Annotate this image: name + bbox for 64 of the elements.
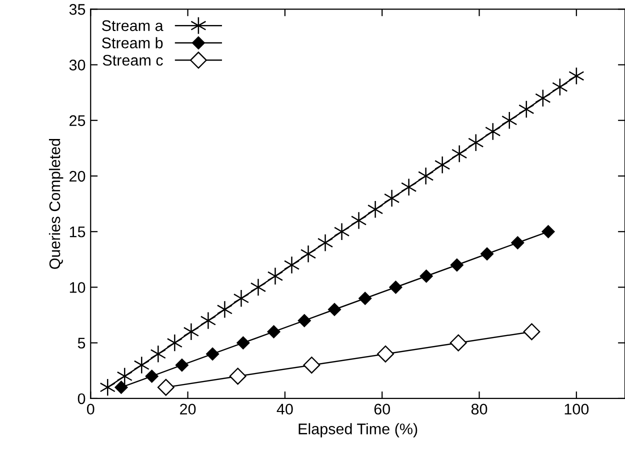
point bbox=[166, 334, 183, 352]
point bbox=[350, 212, 367, 230]
point bbox=[267, 325, 280, 338]
y-tick-label: 15 bbox=[70, 226, 86, 238]
point bbox=[150, 345, 166, 363]
point bbox=[134, 356, 150, 374]
x-tick-label: 20 bbox=[180, 404, 196, 415]
point bbox=[303, 356, 320, 374]
y-tick-label: 35 bbox=[69, 4, 86, 15]
point bbox=[384, 189, 400, 208]
point bbox=[377, 345, 394, 362]
point bbox=[485, 122, 501, 140]
legend-label: Stream b bbox=[102, 37, 163, 48]
y-tick-label: 20 bbox=[70, 170, 86, 182]
x-tick-label: 80 bbox=[471, 404, 488, 415]
point bbox=[511, 236, 524, 250]
point bbox=[334, 222, 350, 241]
point bbox=[216, 300, 233, 318]
legend-label: Stream a bbox=[102, 20, 164, 32]
point bbox=[284, 256, 300, 274]
point bbox=[358, 292, 372, 305]
point bbox=[450, 334, 467, 352]
x-tick-label: 0 bbox=[86, 404, 94, 415]
point bbox=[389, 280, 402, 294]
point bbox=[229, 368, 246, 385]
point bbox=[250, 278, 266, 296]
point bbox=[116, 367, 132, 386]
point bbox=[434, 156, 450, 174]
point bbox=[267, 267, 284, 286]
x-axis-title: Elapsed Time (%) bbox=[298, 423, 418, 438]
point bbox=[523, 323, 540, 340]
point bbox=[236, 336, 250, 350]
point bbox=[298, 314, 311, 328]
point bbox=[300, 244, 316, 263]
y-tick-label: 30 bbox=[69, 60, 86, 70]
x-tick-label: 100 bbox=[564, 404, 589, 415]
point bbox=[200, 312, 216, 330]
y-tick-label: 25 bbox=[70, 115, 86, 126]
point bbox=[233, 289, 250, 308]
y-tick-label: 10 bbox=[70, 282, 86, 293]
point bbox=[114, 380, 128, 394]
point bbox=[145, 370, 158, 383]
point bbox=[206, 347, 220, 360]
y-tick-label: 0 bbox=[78, 393, 86, 404]
x-tick-label: 40 bbox=[276, 404, 293, 415]
point bbox=[183, 322, 200, 341]
point bbox=[480, 247, 494, 260]
point bbox=[328, 302, 342, 316]
x-tick-label: 60 bbox=[374, 404, 390, 415]
point bbox=[542, 225, 555, 238]
point bbox=[468, 134, 484, 152]
legend-label: Stream c bbox=[102, 54, 163, 66]
point bbox=[452, 144, 468, 163]
point bbox=[418, 167, 434, 185]
y-axis-title: Queries Completed bbox=[48, 138, 64, 269]
point bbox=[157, 378, 174, 396]
y-tick-label: 5 bbox=[78, 338, 86, 349]
point bbox=[420, 270, 433, 283]
point bbox=[175, 358, 188, 372]
point bbox=[367, 200, 384, 218]
point bbox=[450, 258, 464, 272]
point bbox=[400, 178, 417, 196]
point bbox=[100, 378, 116, 396]
point bbox=[317, 234, 334, 252]
